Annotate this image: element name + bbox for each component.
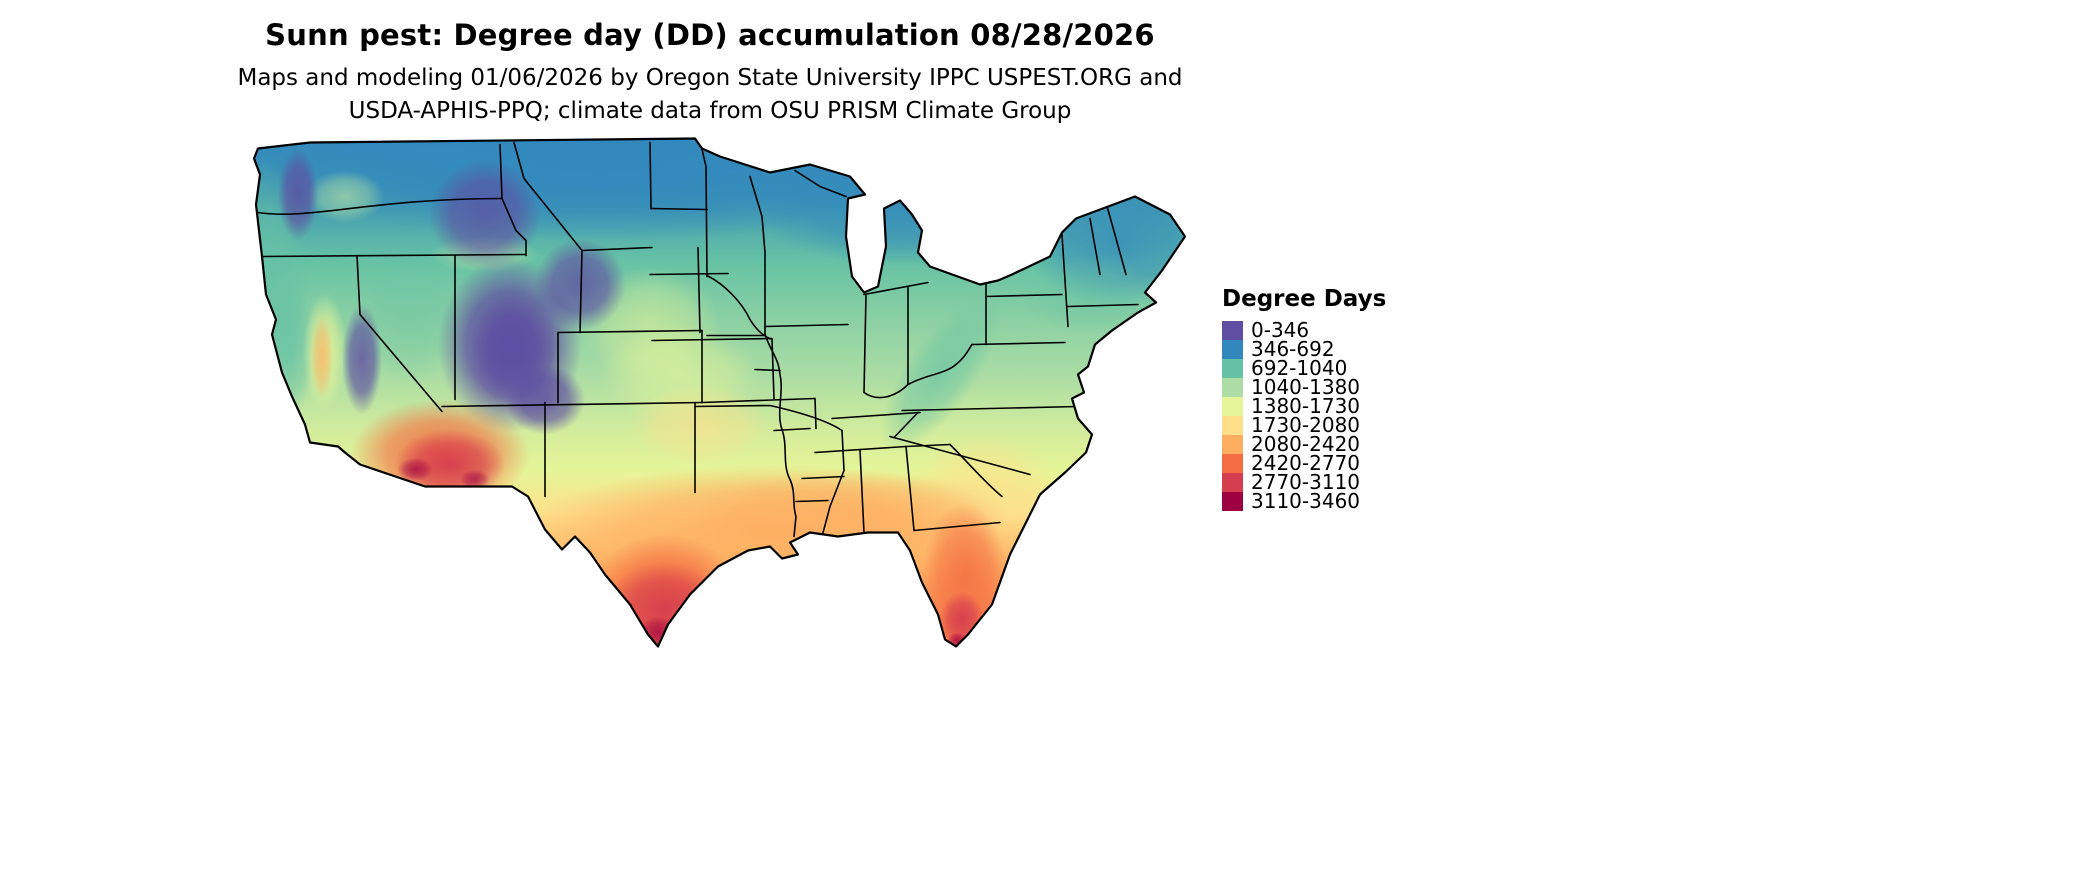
legend-item-label: 2770-3110 [1251, 470, 1361, 494]
legend-swatch [1222, 492, 1243, 511]
legend-item-label: 692-1040 [1251, 356, 1348, 380]
legend-item-label: 1730-2080 [1251, 413, 1361, 437]
legend-item: 2420-2770 [1222, 451, 1442, 475]
legend-item: 3110-3460 [1222, 489, 1442, 513]
us-map-svg [252, 137, 1187, 648]
us-degree-day-map [250, 133, 1190, 663]
legend-title: Degree Days [1222, 286, 1387, 312]
degree-day-raster [254, 138, 1185, 647]
legend-swatch [1222, 454, 1243, 473]
legend-swatch [1222, 473, 1243, 492]
legend-swatch [1222, 397, 1243, 416]
legend-item: 1380-1730 [1222, 394, 1442, 418]
legend-items: 0-346 346-692 692-1040 1040-1380 1380-1730 17… [1222, 318, 1442, 513]
legend-swatch [1222, 416, 1243, 435]
legend-swatch [1222, 435, 1243, 454]
legend: Degree Days 0-346 346-692 692-1040 1040-138… [1222, 286, 1442, 511]
subtitle-line-2: USDA-APHIS-PPQ; climate data from OSU PR… [348, 98, 1072, 124]
legend-item-label: 0-346 [1251, 318, 1310, 342]
legend-item: 0-346 [1222, 318, 1442, 342]
page-title: Sunn pest: Degree day (DD) accumulation … [265, 18, 1155, 52]
legend-swatch [1222, 359, 1243, 378]
legend-item-label: 3110-3460 [1251, 489, 1361, 513]
legend-item-label: 1380-1730 [1251, 394, 1361, 418]
legend-item-label: 2420-2770 [1251, 451, 1361, 475]
legend-item-label: 2080-2420 [1251, 432, 1361, 456]
legend-item-label: 346-692 [1251, 337, 1335, 361]
legend-item: 692-1040 [1222, 356, 1442, 380]
legend-item-label: 1040-1380 [1251, 375, 1361, 399]
legend-item: 2770-3110 [1222, 470, 1442, 494]
us-outline [252, 137, 1187, 648]
subtitle-line-1: Maps and modeling 01/06/2026 by Oregon S… [237, 65, 1183, 91]
legend-swatch [1222, 378, 1243, 397]
legend-swatch [1222, 321, 1243, 340]
legend-item: 2080-2420 [1222, 432, 1442, 456]
legend-item: 346-692 [1222, 337, 1442, 361]
legend-item: 1730-2080 [1222, 413, 1442, 437]
state-boundaries [257, 139, 1139, 538]
page-subtitle: Maps and modeling 01/06/2026 by Oregon S… [0, 62, 1420, 128]
legend-swatch [1222, 340, 1243, 359]
legend-item: 1040-1380 [1222, 375, 1442, 399]
